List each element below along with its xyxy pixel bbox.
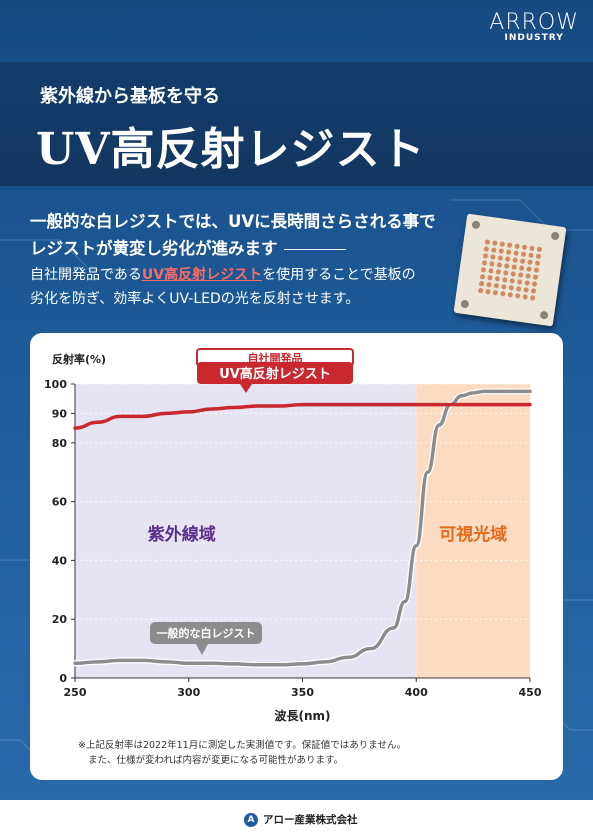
y-axis-label: 反射率(%): [52, 352, 106, 366]
lead-line-2-wrap: レジストが黄変し劣化が進みます: [30, 235, 436, 262]
title-band: [0, 62, 593, 186]
region-label-uv: 紫外線域: [148, 524, 216, 545]
body-post: を使用することで基板の: [262, 267, 416, 283]
board-hole: [471, 220, 481, 230]
page-title: UV高反射レジスト: [36, 124, 426, 175]
x-axis-label: 波長(nm): [274, 708, 330, 723]
lead-rule: [283, 249, 346, 250]
logo-mark: ARROW: [489, 10, 579, 35]
x-tick-label: 250: [64, 686, 87, 699]
y-tick-label: 40: [52, 554, 68, 567]
lead-text: 一般的な白レジストでは、UVに長時間さらされる事で レジストが黄変し劣化が進みま…: [30, 208, 436, 262]
series-line-white-resist: [73, 389, 532, 667]
body-line-1: 自社開発品であるUV高反射レジストを使用することで基板の: [30, 263, 416, 287]
chart-card: 0 20 40 60 80 90 100 250 300 350 400 450 反射率(%) 波長(nm…: [30, 333, 563, 780]
logo-subtext: INDUSTRY: [504, 33, 564, 43]
region-label-visible: 可視光域: [439, 524, 507, 545]
footer: [0, 800, 593, 840]
body-pre: 自社開発品である: [30, 267, 142, 283]
company-logo-icon: A: [244, 812, 258, 827]
y-tick-label: 90: [52, 407, 68, 420]
board-hole: [539, 310, 549, 320]
white-resist-label-box: [150, 622, 262, 644]
y-tick-label: 100: [44, 378, 67, 391]
body-line-2: 劣化を防ぎ、効率よくUV-LEDの光を反射させます。: [30, 291, 360, 307]
series-line-uv-resist: [73, 402, 532, 430]
disclaimer-note: ※上記反射率は2022年11月に測定した実測値です。保証値ではありません。 また…: [78, 738, 406, 768]
note-line-1: ※上記反射率は2022年11月に測定した実測値です。保証値ではありません。: [78, 740, 406, 751]
uv-resist-label-box: [197, 362, 353, 384]
page-subtitle: 紫外線から基板を守る: [40, 86, 220, 107]
body-text: 自社開発品であるUV高反射レジストを使用することで基板の 劣化を防ぎ、効率よくU…: [30, 263, 416, 311]
board-hole: [550, 231, 560, 241]
lead-line-1: 一般的な白レジストでは、UVに長時間さらされる事で: [30, 212, 436, 231]
uv-resist-callout-pointer: [240, 384, 252, 393]
note-line-2: また、仕様が変われば内容が変更になる可能性があります。: [88, 755, 344, 766]
x-tick-label: 350: [291, 686, 314, 699]
y-tick-label: 60: [52, 496, 68, 509]
x-tick-label: 300: [177, 686, 200, 699]
uv-resist-label: UV高反射レジスト: [219, 366, 331, 382]
board-hole: [460, 299, 470, 309]
white-resist-callout-pointer: [196, 644, 208, 655]
led-pad-grid: [476, 238, 544, 302]
lead-line-2: レジストが黄変し劣化が進みます: [30, 239, 278, 258]
reflectance-chart: 0 20 40 60 80 90 100 250 300 350 400 450 反射率(%) 波長(nm…: [44, 348, 542, 723]
x-tick-label: 450: [519, 686, 542, 699]
x-tick-label: 400: [405, 686, 428, 699]
company-brand: A アロー産業株式会社: [244, 812, 358, 827]
body-highlight: UV高反射レジスト: [141, 267, 263, 283]
y-tick-label: 20: [52, 613, 68, 626]
white-resist-label: 一般的な白レジスト: [157, 626, 256, 640]
company-name: アロー産業株式会社: [263, 814, 358, 826]
uv-resist-tag: 自社開発品: [248, 351, 303, 365]
circuit-board-photo: [453, 213, 567, 327]
brand-logo: ARROW INDUSTRY: [489, 10, 579, 43]
y-tick-label: 0: [59, 672, 67, 685]
y-tick-label: 80: [52, 437, 68, 450]
